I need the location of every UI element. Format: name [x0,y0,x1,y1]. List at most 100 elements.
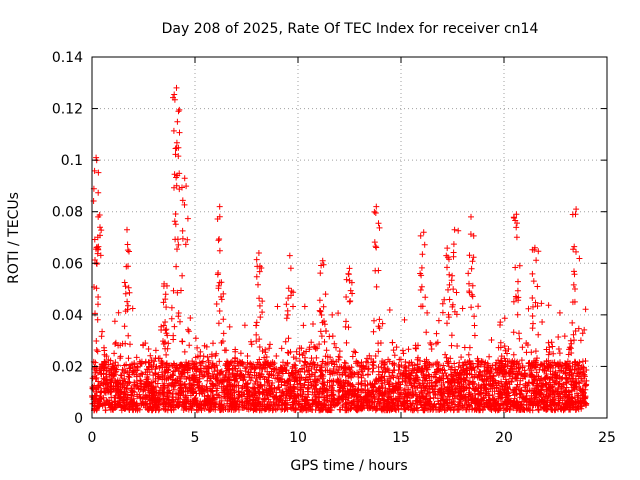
data-point [318,372,325,379]
data-point [579,378,586,385]
data-point [279,388,286,395]
data-point [348,405,355,412]
data-point [104,398,111,405]
data-point [408,359,415,366]
data-point [209,381,216,388]
data-point [524,342,531,348]
data-point [302,359,309,365]
data-point [579,370,586,377]
data-point [100,362,106,369]
data-point [173,390,179,397]
data-point [153,363,160,370]
data-point [94,316,101,323]
data-point [411,362,418,369]
data-point [343,400,349,407]
data-point [443,373,450,379]
data-point [93,154,100,161]
data-point [125,373,132,380]
data-point [497,344,504,351]
data-point [462,377,469,383]
data-point [231,377,238,384]
data-point [347,389,354,396]
data-point [349,290,356,297]
data-point [229,383,236,390]
data-point [193,406,200,413]
data-point [444,360,451,367]
data-point [478,358,485,365]
data-point [194,379,201,386]
data-point [314,362,321,368]
data-point [174,289,181,296]
data-point [289,401,296,408]
data-point [196,375,203,382]
data-point [179,369,185,376]
data-point [555,346,562,352]
data-point [508,397,514,404]
data-point [446,256,452,263]
data-point [226,376,233,383]
data-point [280,390,287,397]
data-point [119,399,126,406]
data-point [473,398,480,405]
data-point [95,169,102,176]
data-point [189,358,196,365]
data-point [375,348,382,355]
data-point [282,338,289,345]
data-point [484,364,491,371]
x-axis-label: GPS time / hours [290,458,407,474]
data-point [395,380,402,387]
data-point [260,361,267,368]
data-point [553,402,560,409]
data-point [522,370,529,377]
data-point [572,328,579,334]
data-point [253,338,260,345]
data-point [516,335,523,342]
data-point [125,263,131,270]
data-point [188,407,195,414]
data-point [396,379,402,386]
data-point [102,407,109,414]
data-point [128,392,135,399]
data-point [142,340,149,347]
data-point [177,318,183,325]
data-point [566,371,573,378]
data-point [259,309,266,316]
data-point [512,391,518,398]
data-point [215,237,222,244]
data-point [493,405,500,412]
data-point [570,331,577,338]
data-point [288,405,295,412]
data-point [296,358,303,364]
data-point [171,379,178,386]
data-point [371,208,378,215]
data-point [98,227,105,234]
data-point [160,405,167,412]
data-point [443,386,450,393]
data-point [428,373,435,380]
data-point [185,328,192,335]
data-point [385,396,392,403]
data-point [518,357,525,364]
data-point [122,308,129,315]
data-point [138,380,145,387]
data-point [468,304,475,311]
data-point [133,354,140,361]
data-point [488,337,495,343]
data-point [256,356,263,363]
data-point [382,390,388,397]
data-point [205,397,212,404]
data-point [374,398,381,405]
data-point [555,393,562,400]
data-point [370,362,377,369]
data-point [155,398,162,405]
y-tick-label: 0 [74,411,83,427]
data-point [333,344,339,351]
data-point [320,261,327,268]
data-point [331,340,338,347]
data-point [188,374,195,381]
data-point [179,184,185,191]
data-point [216,358,223,365]
data-point [316,297,323,304]
data-point [366,402,373,409]
data-point [448,342,455,349]
